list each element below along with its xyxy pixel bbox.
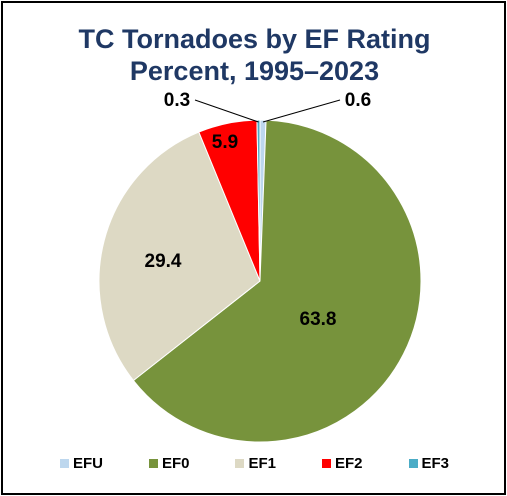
chart-title-line: TC Tornadoes by EF Rating: [78, 24, 431, 54]
pie-slice-ef3: [256, 119, 261, 282]
data-label-ef3: 0.3: [164, 90, 190, 111]
chart-subtitle: Percent, 1995–2023: [129, 56, 380, 86]
legend-item-ef3: EF3: [408, 455, 450, 472]
legend: EFU EF0 EF1 EF2 EF3: [3, 455, 506, 472]
legend-label-ef3: EF3: [421, 455, 450, 472]
legend-item-efu: EFU: [59, 455, 103, 472]
legend-label-efu: EFU: [72, 455, 103, 472]
chart-title: TC Tornadoes by EF Rating Percent, 1995–…: [3, 23, 506, 87]
leader-line-efu: [262, 99, 341, 123]
data-label-efu: 0.6: [345, 90, 371, 111]
leader-line-ef3: [194, 99, 259, 123]
legend-item-ef2: EF2: [322, 455, 363, 472]
data-label-ef0: 63.8: [300, 309, 337, 330]
legend-swatch-ef0: [148, 459, 158, 468]
data-label-ef1: 29.4: [145, 251, 182, 272]
legend-label-ef1: EF1: [248, 455, 276, 472]
pie-slice-ef0: [132, 119, 422, 443]
data-label-ef2: 5.9: [212, 132, 238, 153]
legend-swatch-ef1: [235, 459, 245, 468]
legend-item-ef1: EF1: [235, 455, 276, 472]
pie-slice-ef1: [98, 131, 261, 382]
legend-label-ef2: EF2: [335, 455, 363, 472]
legend-item-ef0: EF0: [148, 455, 190, 472]
legend-swatch-ef2: [322, 459, 331, 468]
legend-label-ef0: EF0: [161, 455, 190, 472]
legend-swatch-ef3: [408, 459, 418, 468]
pie-chart: 0.6 63.8 29.4 5.9 0.3: [98, 90, 422, 443]
legend-swatch-efu: [59, 459, 69, 468]
